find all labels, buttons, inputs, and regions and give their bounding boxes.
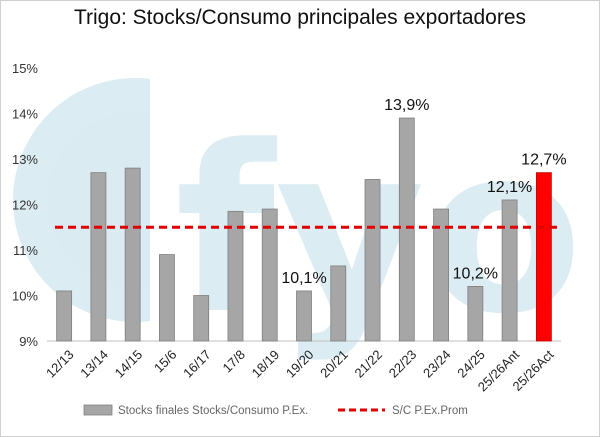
bar [467,285,484,342]
data-label: 10,1% [281,270,326,287]
bar [296,290,312,342]
x-tick-label: 12/13 [43,347,77,381]
bar [535,172,552,342]
chart-title: Trigo: Stocks/Consumo principales export… [73,6,527,29]
y-tick-label: 15% [12,61,38,76]
y-tick-label: 10% [12,289,38,304]
x-tick-label: 14/15 [112,347,146,381]
x-tick-label: 13/14 [77,347,111,381]
bar [433,208,449,342]
y-tick-label: 14% [12,107,38,122]
bar [227,210,244,342]
y-tick-label: 11% [13,243,38,258]
data-label: 12,7% [521,152,566,169]
legend-label-bars: Stocks finales Stocks/Consumo P.Ex. [118,405,308,417]
bar [398,117,415,342]
bar [56,290,73,342]
bar [159,254,175,342]
y-tick-label: 9% [19,334,38,349]
bar [501,199,518,342]
data-label: 10,2% [453,265,498,282]
data-label: 12,1% [487,179,532,196]
bar [261,208,278,342]
bar [124,167,141,342]
legend-swatch-bars [83,404,113,416]
bar [364,179,381,342]
bar [90,172,107,342]
y-tick-label: 12% [12,198,38,213]
legend-label-line: S/C P.Ex.Prom [392,405,468,417]
data-label: 13,9% [384,97,429,114]
bar [193,295,210,342]
bar [330,265,347,342]
y-tick-label: 13% [12,152,38,167]
